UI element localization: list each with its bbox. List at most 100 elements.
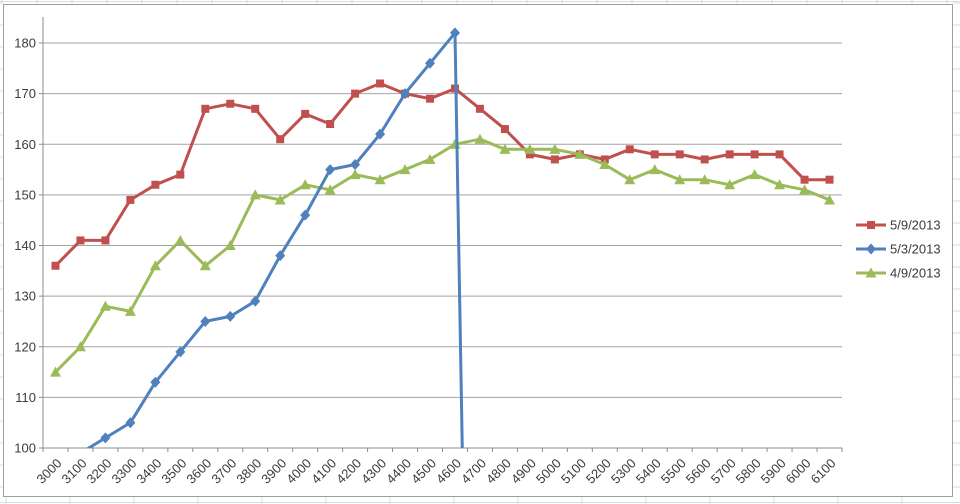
data-point-marker[interactable] [824,194,836,205]
data-point-marker[interactable] [400,88,411,100]
data-point-marker[interactable] [125,417,136,429]
legend-triangle-marker-icon [865,267,877,278]
data-point-marker[interactable] [825,175,834,184]
data-point-marker[interactable] [301,109,310,118]
data-point-marker[interactable] [774,179,786,190]
data-point-marker[interactable] [299,179,311,190]
data-point-marker[interactable] [700,155,709,164]
data-point-marker[interactable] [49,366,61,377]
data-point-marker[interactable] [525,150,534,159]
data-point-marker[interactable] [449,27,460,39]
legend-item[interactable]: 5/9/2013 [856,218,941,233]
data-point-marker[interactable] [474,133,486,144]
data-point-marker[interactable] [549,143,561,154]
series-5-9-2013-line[interactable] [54,82,831,268]
data-point-marker[interactable] [374,174,386,185]
series-4-9-2013[interactable] [49,133,836,377]
legend-label: 5/9/2013 [890,218,941,233]
data-point-marker[interactable] [226,99,235,108]
y-axis-tick-label: 160 [14,137,36,152]
y-axis-tick-label: 180 [14,36,36,51]
data-point-marker[interactable] [126,195,135,204]
data-point-marker[interactable] [74,341,86,352]
y-axis-tick-label: 140 [14,238,36,253]
data-point-marker[interactable] [274,194,286,205]
data-point-marker[interactable] [200,315,211,327]
data-point-marker[interactable] [150,376,161,388]
data-point-marker[interactable] [324,184,336,195]
legend-item[interactable]: 4/9/2013 [856,266,941,281]
data-point-marker[interactable] [674,174,686,185]
data-point-marker[interactable] [800,175,809,184]
data-point-marker[interactable] [699,174,711,185]
data-point-marker[interactable] [124,305,136,316]
y-axis-tick-label: 110 [15,390,36,405]
data-point-marker[interactable] [625,145,634,154]
data-point-marker[interactable] [175,346,186,358]
data-point-marker[interactable] [276,135,285,144]
series-5-3-2013[interactable] [81,27,481,504]
data-point-marker[interactable] [174,234,186,245]
data-point-marker[interactable] [76,236,85,245]
chart-area-border [3,4,953,497]
data-point-marker[interactable] [650,150,659,159]
y-axis-tick-label: 100 [14,441,36,456]
y-axis-tick-label: 150 [14,187,36,202]
data-point-marker[interactable] [724,179,736,190]
data-point-marker[interactable] [349,169,361,180]
data-point-marker[interactable] [326,120,335,128]
legend-item[interactable]: 5/3/2013 [856,242,941,257]
data-point-marker[interactable] [249,189,261,200]
data-point-marker[interactable] [499,143,511,154]
data-point-marker[interactable] [750,150,759,159]
data-point-marker[interactable] [375,128,386,140]
data-point-marker[interactable] [799,184,811,195]
data-point-marker[interactable] [500,125,509,134]
legend-square-marker-icon [867,221,875,229]
data-point-marker[interactable] [100,432,111,444]
data-point-marker[interactable] [649,164,661,175]
data-point-marker[interactable] [201,104,210,113]
data-point-marker[interactable] [250,295,261,307]
data-point-marker[interactable] [574,148,586,159]
data-point-marker[interactable] [475,104,484,113]
data-point-marker[interactable] [275,250,286,262]
y-axis-tick-label: 120 [14,339,36,354]
data-point-marker[interactable] [101,236,110,245]
data-point-marker[interactable] [325,164,336,176]
data-point-marker[interactable] [99,300,111,311]
data-point-marker[interactable] [550,155,559,164]
data-point-marker[interactable] [176,170,185,179]
data-point-marker[interactable] [725,150,734,159]
data-point-marker[interactable] [675,150,684,159]
data-point-marker[interactable] [199,260,211,271]
data-point-marker[interactable] [424,153,436,164]
data-point-marker[interactable] [251,104,260,113]
data-point-marker[interactable] [350,159,361,170]
data-point-marker[interactable] [51,261,60,270]
legend[interactable]: 5/9/2013 5/3/2013 4/9/2013 [856,218,941,281]
data-point-marker[interactable] [376,79,385,88]
data-point-marker[interactable] [351,89,360,98]
y-axis-tick-label: 170 [14,86,36,101]
data-point-marker[interactable] [524,143,536,154]
data-point-marker[interactable] [599,159,611,169]
data-point-marker[interactable] [624,174,636,185]
legend-diamond-marker-icon [866,243,876,255]
data-point-marker[interactable] [149,260,161,271]
data-point-marker[interactable] [749,169,761,180]
data-point-marker[interactable] [225,310,236,322]
y-axis-tick-label: 130 [14,289,36,304]
data-point-marker[interactable] [426,94,435,103]
data-point-marker[interactable] [425,57,436,69]
data-point-marker[interactable] [224,240,236,250]
data-point-marker[interactable] [151,180,160,189]
data-point-marker[interactable] [399,164,411,175]
legend-label: 4/9/2013 [890,266,941,281]
data-point-marker[interactable] [300,209,311,221]
legend-label: 5/3/2013 [890,242,941,257]
data-point-marker[interactable] [775,150,784,159]
